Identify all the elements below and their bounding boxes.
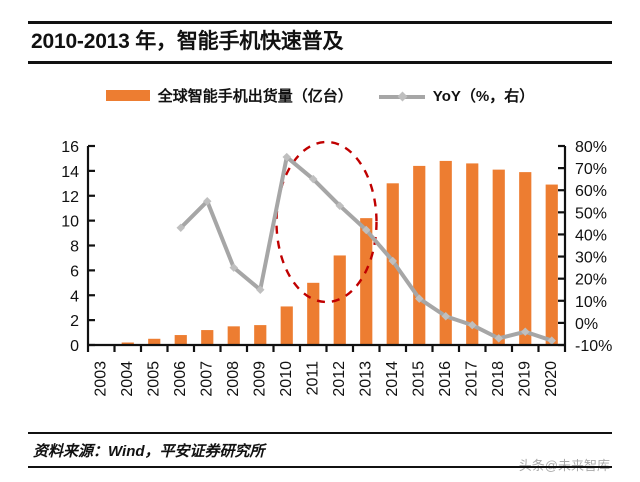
category-label-2004: 2004 — [119, 361, 136, 397]
left-tick-label: 16 — [61, 139, 79, 156]
bar-2007 — [201, 330, 214, 345]
bar-2005 — [148, 338, 161, 345]
right-tick-label: 50% — [575, 205, 607, 222]
right-tick-label: 0% — [575, 316, 598, 333]
watermark-text: 头条@未来智库 — [519, 455, 610, 474]
category-label-2018: 2018 — [490, 361, 507, 397]
right-tick-label: 60% — [575, 183, 607, 200]
legend-label-yoy: YoY（%，右） — [432, 88, 535, 105]
right-tick-label: -10% — [575, 338, 612, 355]
category-label-2003: 2003 — [92, 361, 109, 397]
category-label-2009: 2009 — [251, 361, 268, 397]
bar-2016 — [439, 160, 452, 345]
left-tick-label: 10 — [61, 214, 79, 231]
left-tick-label: 0 — [70, 338, 79, 355]
category-label-2006: 2006 — [172, 361, 189, 397]
category-label-2020: 2020 — [543, 361, 560, 397]
footer-rule-bottom — [28, 466, 612, 468]
footer-rule-top — [28, 432, 612, 434]
page-title: 2010-2013 年，智能手机快速普及 — [31, 30, 344, 53]
yoy-marker — [176, 223, 185, 233]
right-tick-label: 80% — [575, 139, 607, 156]
chart-plot-area: 0 2 4 6 8 10 12 14 16 -10% 0% 10% 20% 30% 40% 50% 60% 70%… — [0, 130, 640, 420]
yoy-marker — [309, 174, 318, 184]
yoy-marker — [388, 256, 397, 266]
bar-2004 — [121, 342, 134, 345]
category-label-2013: 2013 — [357, 361, 374, 397]
legend-item-yoy: YoY（%，右） — [378, 85, 535, 106]
category-label-2017: 2017 — [463, 361, 480, 397]
right-tick-label: 30% — [575, 250, 607, 267]
bar-2013 — [360, 218, 373, 345]
left-tick-label: 2 — [70, 313, 79, 330]
bar-series — [121, 160, 558, 345]
legend-label-shipments: 全球智能手机出货量（亿台） — [157, 88, 353, 105]
chart-legend: 全球智能手机出货量（亿台） YoY（%，右） — [0, 85, 640, 106]
line-swatch-icon — [378, 89, 425, 103]
category-label-2014: 2014 — [384, 361, 401, 397]
left-tick-label: 6 — [70, 263, 79, 280]
bar-2009 — [254, 325, 267, 345]
bar-2012 — [333, 255, 346, 345]
title-rule-bottom — [28, 61, 612, 64]
bar-2008 — [227, 326, 240, 345]
yoy-marker — [203, 197, 212, 206]
yoy-marker — [335, 201, 344, 210]
bar-2020 — [545, 184, 558, 345]
category-label-2007: 2007 — [198, 361, 215, 397]
yoy-marker — [229, 263, 238, 272]
right-tick-label: 70% — [575, 161, 607, 178]
left-tick-label: 12 — [61, 189, 79, 206]
category-label-2019: 2019 — [516, 361, 533, 397]
highlight-ellipse — [275, 140, 378, 304]
bar-2017 — [466, 163, 479, 345]
bar-2018 — [492, 169, 505, 345]
category-label-2005: 2005 — [145, 361, 162, 397]
combo-chart: 0 2 4 6 8 10 12 14 16 -10% 0% 10% 20% 30% 40% 50% 60% 70%… — [61, 139, 612, 397]
right-tick-label: 10% — [575, 294, 607, 311]
yoy-marker — [362, 225, 371, 235]
category-label-2012: 2012 — [331, 361, 348, 397]
right-tick-label: 40% — [575, 227, 607, 244]
category-label-2015: 2015 — [410, 361, 427, 397]
yoy-marker — [415, 294, 424, 303]
category-label-2011: 2011 — [304, 361, 321, 396]
bar-swatch-icon — [105, 90, 150, 101]
category-label-2008: 2008 — [225, 361, 242, 397]
yoy-marker — [441, 312, 450, 321]
yoy-marker — [256, 285, 265, 294]
left-tick-label: 14 — [61, 164, 79, 181]
bar-2006 — [174, 335, 187, 345]
bar-2019 — [519, 172, 532, 345]
source-note: 资料来源：Wind，平安证券研究所 — [33, 443, 265, 460]
left-tick-label: 8 — [70, 239, 79, 256]
yoy-marker — [468, 320, 477, 330]
bar-2011 — [307, 282, 320, 345]
left-tick-label: 4 — [70, 288, 79, 305]
title-rule-top — [28, 21, 612, 24]
right-tick-label: 20% — [575, 272, 607, 289]
bar-2015 — [413, 165, 426, 345]
legend-item-shipments: 全球智能手机出货量（亿台） — [105, 85, 353, 106]
bar-2010 — [280, 306, 293, 345]
category-label-2010: 2010 — [278, 361, 295, 397]
watermark: 头条@未来智库 — [519, 455, 610, 474]
yoy-marker — [282, 152, 291, 162]
yoy-marker — [494, 334, 503, 343]
category-label-2016: 2016 — [437, 361, 454, 397]
